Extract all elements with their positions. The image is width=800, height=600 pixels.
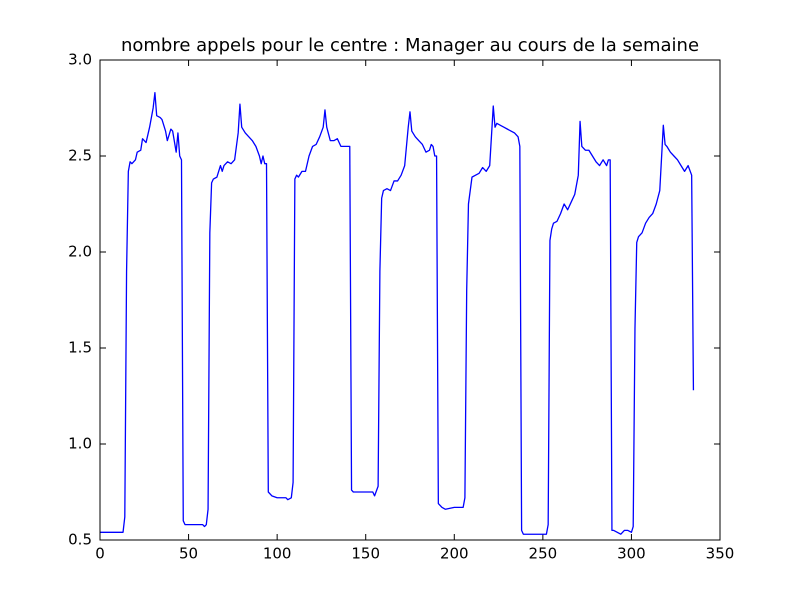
x-tick-label: 300 bbox=[617, 545, 646, 563]
y-tick-label: 3.0 bbox=[68, 51, 92, 69]
x-tick-label: 250 bbox=[529, 545, 558, 563]
y-tick-label: 0.5 bbox=[68, 531, 92, 549]
y-tick-label: 1.5 bbox=[68, 339, 92, 357]
x-tick-label: 50 bbox=[179, 545, 198, 563]
x-tick-label: 150 bbox=[351, 545, 380, 563]
chart-title: nombre appels pour le centre : Manager a… bbox=[121, 35, 699, 56]
x-tick-label: 0 bbox=[95, 545, 105, 563]
y-tick-label: 1.0 bbox=[68, 435, 92, 453]
plot-frame bbox=[99, 59, 721, 541]
x-tick-label: 200 bbox=[440, 545, 469, 563]
data-line bbox=[100, 91, 695, 535]
x-tick-label: 100 bbox=[263, 545, 292, 563]
y-tick-label: 2.5 bbox=[68, 147, 92, 165]
y-tick-label: 2.0 bbox=[68, 243, 92, 261]
x-tick-label: 350 bbox=[706, 545, 735, 563]
